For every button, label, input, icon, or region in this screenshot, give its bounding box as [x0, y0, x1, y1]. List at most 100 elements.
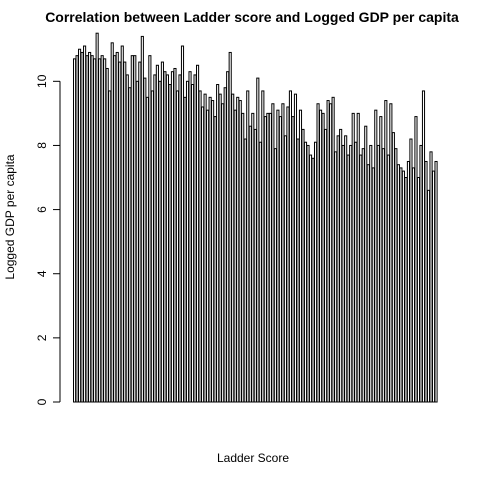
bar	[261, 90, 265, 403]
bar	[334, 151, 338, 403]
y-tick-label: 10	[35, 74, 49, 88]
bar	[223, 87, 227, 403]
bar	[188, 71, 192, 403]
bar	[158, 80, 162, 403]
bar	[339, 128, 343, 403]
bar	[379, 116, 383, 403]
bar	[138, 61, 142, 403]
bar	[175, 90, 180, 403]
bar	[198, 90, 202, 403]
bar	[359, 154, 363, 403]
bar	[354, 141, 358, 403]
bar	[206, 109, 210, 403]
bar	[78, 48, 82, 403]
bar	[243, 138, 247, 403]
bar	[110, 42, 114, 403]
bar	[148, 55, 152, 403]
bar	[404, 177, 408, 403]
bar	[376, 144, 380, 403]
bar	[168, 84, 172, 403]
bar	[306, 144, 310, 403]
bar	[196, 64, 200, 403]
bar	[238, 100, 242, 403]
bar	[346, 154, 350, 403]
bar	[125, 74, 129, 403]
bar	[319, 109, 323, 403]
bar	[218, 93, 222, 403]
bar	[401, 170, 405, 403]
bar	[331, 96, 335, 403]
bar	[173, 67, 177, 403]
bar	[371, 167, 375, 403]
bar	[431, 170, 436, 403]
bar	[183, 96, 187, 403]
bar	[170, 71, 175, 403]
bar	[213, 116, 217, 403]
bar	[160, 61, 164, 403]
bar	[268, 112, 272, 403]
bar	[361, 148, 365, 403]
y-axis-label: Logged GDP per capita	[3, 154, 17, 280]
bar	[421, 90, 426, 403]
bar	[80, 51, 84, 403]
bar	[303, 141, 308, 403]
bar	[113, 55, 117, 403]
bar	[88, 51, 92, 403]
x-axis-label: Ladder Score	[217, 451, 289, 465]
bar	[201, 106, 205, 403]
bar	[251, 112, 255, 403]
bar	[406, 160, 410, 403]
bar	[419, 144, 423, 403]
bar	[95, 32, 99, 403]
bar	[143, 77, 147, 403]
bar	[108, 90, 112, 403]
bar	[85, 55, 89, 403]
bar	[308, 154, 313, 403]
bar	[298, 109, 303, 403]
bar	[364, 125, 368, 403]
bar	[208, 96, 212, 403]
bar	[145, 96, 149, 403]
bar	[366, 164, 370, 403]
bar	[434, 160, 438, 403]
bar	[118, 61, 122, 403]
bar	[424, 160, 428, 403]
bar	[296, 138, 300, 403]
bar	[153, 74, 157, 403]
bar	[256, 77, 260, 403]
bar	[336, 135, 340, 403]
bar	[233, 109, 237, 403]
bar	[271, 103, 275, 403]
bar	[130, 55, 134, 403]
bars	[73, 32, 438, 403]
bar	[253, 128, 257, 403]
bar	[73, 58, 77, 403]
bar	[281, 103, 285, 403]
bar	[221, 103, 225, 403]
bar	[90, 55, 94, 403]
bar	[414, 116, 418, 403]
bar	[155, 64, 159, 403]
bar	[128, 87, 132, 403]
y-axis: 0 2 4 6 8 10	[35, 74, 61, 405]
bar	[429, 151, 433, 403]
bar	[228, 51, 232, 403]
y-tick-label: 2	[35, 334, 49, 341]
bar	[190, 84, 195, 403]
bar	[381, 148, 385, 403]
bar	[178, 74, 182, 403]
bar	[135, 80, 139, 403]
bar	[276, 109, 280, 403]
bar	[426, 189, 431, 403]
bar	[291, 116, 295, 403]
bar	[103, 58, 107, 403]
bar	[105, 67, 109, 403]
bar	[313, 141, 318, 403]
bar	[356, 112, 360, 403]
bar	[416, 177, 421, 403]
bar	[211, 100, 215, 403]
bar	[326, 100, 330, 403]
bar	[150, 90, 154, 403]
bar	[258, 141, 262, 403]
bar	[83, 45, 87, 403]
